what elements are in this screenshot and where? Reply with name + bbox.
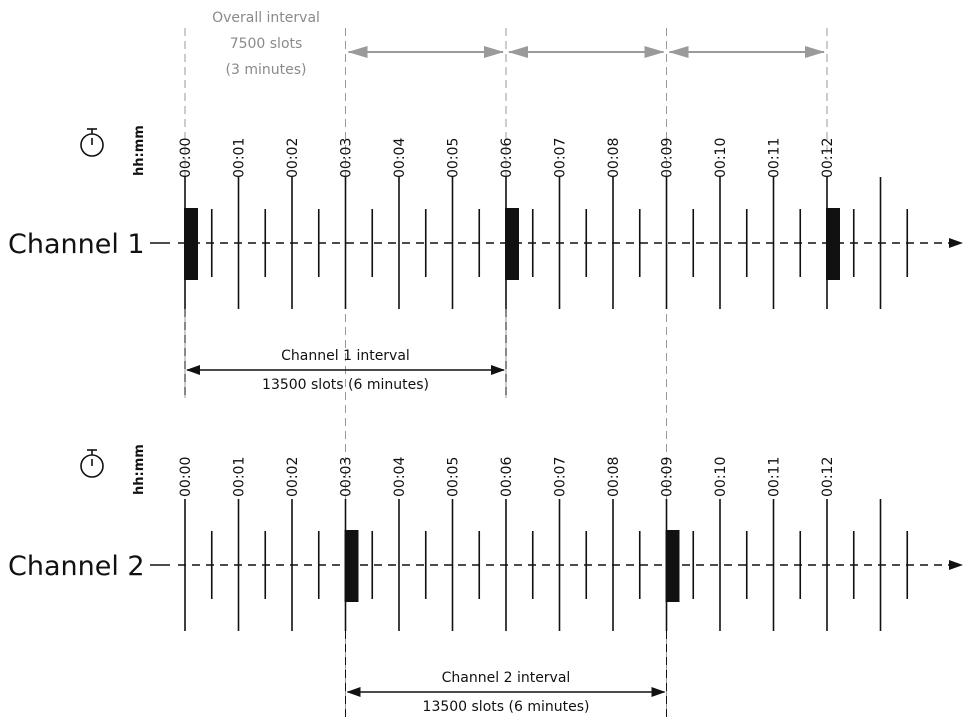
time-label: 00:12 xyxy=(820,457,836,497)
time-label: 00:05 xyxy=(446,138,462,178)
channel-2-timeline: Channel 2 hh:mm 00:00 00:01 00:02 00:03 00:04 0… xyxy=(8,444,963,717)
overall-interval-label-line2: 7500 slots xyxy=(230,36,303,52)
time-label: 00:10 xyxy=(713,457,729,497)
channel-1-name: Channel 1 xyxy=(8,229,145,260)
time-label: 00:06 xyxy=(499,138,515,178)
time-label: 00:08 xyxy=(606,138,622,178)
time-label: 00:00 xyxy=(178,138,194,178)
channel-1-transmission-slot xyxy=(184,208,198,280)
channel-1-transmission-slot xyxy=(505,208,519,280)
channel-2-transmission-slot xyxy=(344,530,359,602)
time-label: 00:02 xyxy=(285,138,301,178)
time-label: 00:01 xyxy=(232,457,248,497)
time-label: 00:01 xyxy=(232,138,248,178)
channel-1-timeline: Channel 1 hh:mm 00:00 00:01 00:02 00:03 00:04 0… xyxy=(8,125,963,398)
time-label: 00:06 xyxy=(499,457,515,497)
channel-2-interval-label: Channel 2 interval xyxy=(442,670,571,686)
time-unit-label: hh:mm xyxy=(132,444,147,495)
time-label: 00:09 xyxy=(660,457,676,497)
time-label: 00:03 xyxy=(339,457,355,497)
time-label: 00:07 xyxy=(553,138,569,178)
time-label: 00:09 xyxy=(660,138,676,178)
time-label: 00:05 xyxy=(446,457,462,497)
stopwatch-icon xyxy=(80,449,104,478)
time-label: 00:02 xyxy=(285,457,301,497)
time-label: 00:11 xyxy=(767,457,783,497)
time-label: 00:08 xyxy=(606,457,622,497)
time-label: 00:12 xyxy=(820,138,836,178)
time-label: 00:04 xyxy=(392,457,408,497)
time-label: 00:03 xyxy=(339,138,355,178)
stopwatch-icon xyxy=(80,128,104,157)
time-unit-label: hh:mm xyxy=(132,125,147,176)
channel-2-transmission-slot xyxy=(665,530,680,602)
overall-interval-label-line1: Overall interval xyxy=(212,10,320,26)
time-label: 00:07 xyxy=(553,457,569,497)
channel-1-transmission-slot xyxy=(826,208,840,280)
time-label: 00:00 xyxy=(178,457,194,497)
channel-1-interval-slots: 13500 slots (6 minutes) xyxy=(262,377,429,393)
overall-interval-label-line3: (3 minutes) xyxy=(226,62,307,78)
channel-2-interval-slots: 13500 slots (6 minutes) xyxy=(423,699,590,715)
time-label: 00:11 xyxy=(767,138,783,178)
time-label: 00:10 xyxy=(713,138,729,178)
time-label: 00:04 xyxy=(392,138,408,178)
channel-1-interval-label: Channel 1 interval xyxy=(281,348,410,364)
channel-2-name: Channel 2 xyxy=(8,551,145,582)
